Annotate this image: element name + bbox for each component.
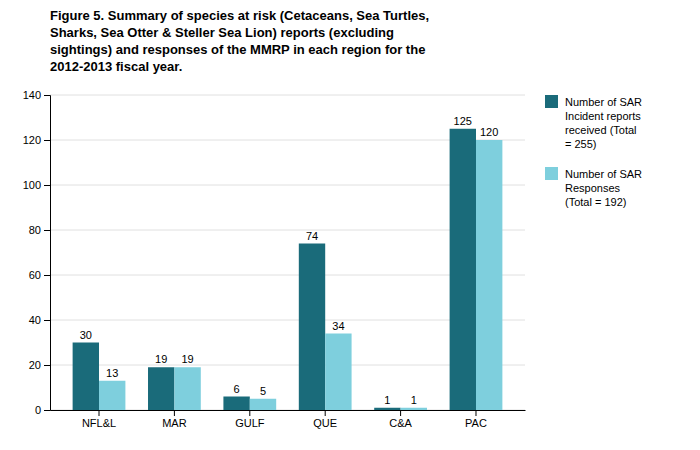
bar bbox=[299, 244, 325, 411]
data-label: 6 bbox=[234, 383, 240, 395]
y-tick: 0 bbox=[35, 404, 50, 416]
legend-label-line: Responses bbox=[565, 182, 621, 194]
bar bbox=[325, 334, 351, 411]
y-tick: 20 bbox=[29, 359, 50, 371]
bar bbox=[99, 381, 125, 410]
title-line: 2012-2013 fiscal year. bbox=[50, 59, 182, 74]
title-line: Sharks, Sea Otter & Steller Sea Lion) re… bbox=[50, 25, 394, 40]
x-axis: NFL&L MAR GULF QUE C&A PAC bbox=[51, 410, 526, 429]
legend-label-line: (Total = 192) bbox=[565, 196, 626, 208]
x-tick: MAR bbox=[162, 410, 187, 429]
x-tick-mark bbox=[475, 410, 476, 416]
x-tick-mark bbox=[174, 410, 175, 416]
x-tick-mark bbox=[99, 410, 100, 416]
legend-label-line: = 255) bbox=[565, 138, 597, 150]
plot: 30 19 6 74 1 125 13 19 5 34 1 120 0 20 40 60 80 100 120 140… bbox=[23, 89, 526, 429]
y-tick-mark bbox=[44, 140, 50, 141]
y-tick: 120 bbox=[23, 134, 50, 146]
x-axis-line bbox=[51, 410, 526, 411]
legend-swatch bbox=[545, 95, 558, 108]
data-label: 74 bbox=[306, 230, 318, 242]
y-tick-label: 60 bbox=[29, 269, 41, 281]
y-axis-line bbox=[44, 96, 51, 411]
x-tick: C&A bbox=[389, 410, 412, 429]
x-tick-mark bbox=[249, 410, 250, 416]
grid bbox=[50, 95, 525, 410]
bar bbox=[250, 399, 276, 410]
y-tick: 60 bbox=[29, 269, 50, 281]
bar bbox=[401, 408, 427, 410]
grid-line bbox=[50, 95, 525, 96]
x-tick-label: GULF bbox=[235, 417, 265, 429]
data-labels: 30 19 6 74 1 125 13 19 5 34 1 120 bbox=[80, 115, 499, 406]
data-label: 13 bbox=[106, 367, 118, 379]
x-tick-mark bbox=[325, 410, 326, 416]
bar bbox=[374, 408, 400, 410]
legend-label-line: Incident reports bbox=[565, 110, 641, 122]
x-tick-label: NFL&L bbox=[82, 417, 116, 429]
y-tick: 40 bbox=[29, 314, 50, 326]
y-tick-label: 20 bbox=[29, 359, 41, 371]
bar-series bbox=[99, 140, 502, 410]
x-tick-label: PAC bbox=[465, 417, 487, 429]
y-tick-mark bbox=[44, 230, 50, 231]
x-tick: PAC bbox=[465, 410, 487, 429]
y-tick-mark bbox=[44, 95, 50, 96]
title-line: Figure 5. Summary of species at risk (Ce… bbox=[50, 8, 429, 23]
y-tick-label: 80 bbox=[29, 224, 41, 236]
legend-label: Number of SAR Incident reports received (T… bbox=[565, 96, 642, 150]
legend: Number of SAR Incident reports received (T… bbox=[545, 95, 642, 208]
data-label: 5 bbox=[260, 385, 266, 397]
bars bbox=[73, 129, 503, 410]
data-label: 125 bbox=[454, 115, 472, 127]
y-tick: 100 bbox=[23, 179, 50, 191]
data-label: 1 bbox=[411, 394, 417, 406]
x-tick-label: QUE bbox=[313, 417, 337, 429]
x-tick: NFL&L bbox=[82, 410, 116, 429]
y-tick-label: 0 bbox=[35, 404, 41, 416]
bar bbox=[476, 140, 502, 410]
y-tick-mark bbox=[44, 185, 50, 186]
y-axis: 0 20 40 60 80 100 120 140 bbox=[23, 89, 51, 416]
data-label: 19 bbox=[155, 353, 167, 365]
y-tick-mark bbox=[44, 275, 50, 276]
data-label: 19 bbox=[181, 353, 193, 365]
y-tick-mark bbox=[44, 365, 50, 366]
chart: Figure 5. Summary of species at risk (Ce… bbox=[0, 0, 700, 450]
x-tick-label: C&A bbox=[389, 417, 412, 429]
legend-label-line: Number of SAR bbox=[565, 96, 642, 108]
y-tick-label: 100 bbox=[23, 179, 41, 191]
title: Figure 5. Summary of species at risk (Ce… bbox=[50, 8, 429, 74]
x-tick-mark bbox=[400, 410, 401, 416]
x-tick-label: MAR bbox=[162, 417, 187, 429]
legend-swatch bbox=[545, 167, 558, 180]
bar bbox=[223, 397, 249, 411]
bar bbox=[148, 367, 174, 410]
bar bbox=[174, 367, 200, 410]
legend-label-line: Number of SAR bbox=[565, 168, 642, 180]
y-tick: 80 bbox=[29, 224, 50, 236]
legend-label-line: received (Total bbox=[565, 124, 637, 136]
data-label: 30 bbox=[80, 329, 92, 341]
data-label: 34 bbox=[332, 320, 344, 332]
bar bbox=[450, 129, 476, 410]
y-tick-mark bbox=[44, 320, 50, 321]
y-tick: 140 bbox=[23, 89, 50, 101]
title-line: sightings) and responses of the MMRP in … bbox=[50, 42, 425, 57]
legend-item: Number of SAR Responses (Total = 192) bbox=[545, 167, 642, 208]
x-tick: GULF bbox=[235, 410, 265, 429]
y-tick-label: 40 bbox=[29, 314, 41, 326]
y-tick-mark bbox=[44, 410, 50, 411]
data-label: 1 bbox=[384, 394, 390, 406]
legend-item: Number of SAR Incident reports received (T… bbox=[545, 95, 642, 150]
y-tick-label: 120 bbox=[23, 134, 41, 146]
bar bbox=[73, 343, 99, 411]
legend-label: Number of SAR Responses (Total = 192) bbox=[565, 168, 642, 208]
data-label: 120 bbox=[480, 126, 498, 138]
bar-series bbox=[73, 129, 476, 410]
y-tick-label: 140 bbox=[23, 89, 41, 101]
x-tick: QUE bbox=[313, 410, 337, 429]
